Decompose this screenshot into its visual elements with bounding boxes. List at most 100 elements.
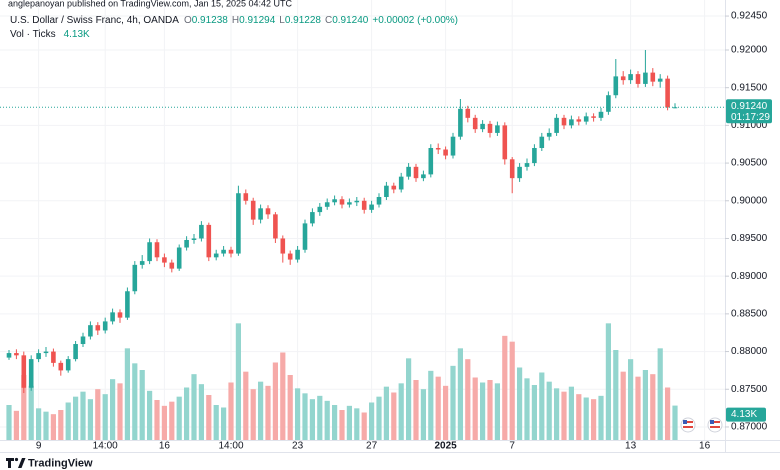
candle-body xyxy=(465,108,471,118)
change: +0.00002 (+0.00%) xyxy=(372,15,458,26)
candle-body xyxy=(280,238,286,254)
volume-bar xyxy=(665,387,671,440)
volume-bar xyxy=(369,402,375,440)
candle-body xyxy=(435,147,441,150)
volume-bar xyxy=(50,414,56,440)
volume-bar xyxy=(80,391,86,440)
brand-logo-dot xyxy=(14,457,19,462)
candle-body xyxy=(258,208,263,220)
flag-canton xyxy=(683,420,687,424)
volume-bar xyxy=(147,390,153,440)
volume-bar xyxy=(391,392,397,440)
volume-bar xyxy=(628,359,634,440)
event-icon[interactable] xyxy=(707,417,723,433)
flag-stripe xyxy=(710,421,720,423)
volume-bar xyxy=(73,396,79,440)
volume-bar xyxy=(517,367,523,440)
event-icon[interactable] xyxy=(680,417,696,433)
volume-bar xyxy=(420,389,426,440)
candle-body xyxy=(532,147,537,164)
candle-body xyxy=(487,123,493,133)
y-tick-label: 0.89000 xyxy=(731,271,768,282)
volume-bar xyxy=(280,352,286,440)
volume-bar xyxy=(620,371,626,440)
volume-bar xyxy=(324,400,330,440)
volume-bar xyxy=(576,394,582,440)
volume-bar xyxy=(398,383,404,440)
candle-body xyxy=(139,261,145,265)
candle-body xyxy=(509,159,515,179)
volume-legend-value: 4.13K xyxy=(64,29,90,40)
x-tick-label: 14:00 xyxy=(93,441,118,452)
volume-bar xyxy=(154,400,160,440)
x-tick-label: 23 xyxy=(292,441,304,452)
volume-bar xyxy=(43,411,49,440)
volume-bar xyxy=(435,376,441,440)
volume-bar xyxy=(21,375,27,440)
brand-logo xyxy=(6,458,14,468)
x-tick-label: 16 xyxy=(159,441,171,452)
volume-bar xyxy=(28,385,34,440)
candle-body xyxy=(524,163,530,167)
x-tick-label: 16 xyxy=(699,441,711,452)
candle-body xyxy=(184,239,189,248)
volume-bar xyxy=(650,374,656,440)
flag-canton xyxy=(710,420,714,424)
volume-bar xyxy=(487,380,493,440)
x-tick-label: 14:00 xyxy=(218,441,243,452)
volume-bar xyxy=(295,388,301,440)
candle-body xyxy=(221,249,226,254)
volume-value-label: 4.13K xyxy=(731,409,757,420)
candle-body xyxy=(635,74,641,84)
ohlc-label: H xyxy=(232,15,239,26)
volume-bar xyxy=(161,405,167,440)
volume-bar xyxy=(243,371,249,440)
volume-value-box xyxy=(726,407,766,422)
candle-body xyxy=(236,193,241,254)
volume-bar xyxy=(102,394,108,440)
candle-body xyxy=(310,212,315,224)
volume-bar xyxy=(561,391,567,440)
candle-body xyxy=(58,362,64,371)
candle-body xyxy=(132,264,138,292)
volume-bar xyxy=(302,393,308,440)
flag-stripe xyxy=(683,421,693,423)
volume-bar xyxy=(250,389,256,440)
ohlc-value: 0.91294 xyxy=(239,15,276,26)
volume-legend: Vol · Ticks 4.13K xyxy=(10,29,90,40)
volume-bar xyxy=(87,399,93,440)
candle-body xyxy=(287,253,293,260)
candle-body xyxy=(28,359,34,388)
volume-bar xyxy=(213,405,219,440)
volume-bar xyxy=(472,377,478,440)
candle-body xyxy=(472,117,478,130)
candle-body xyxy=(339,199,345,205)
candle-body xyxy=(273,214,278,239)
volume-bar xyxy=(235,323,241,440)
volume-bar xyxy=(413,380,419,440)
candle-body xyxy=(613,76,619,96)
candle-body xyxy=(406,166,411,177)
last-price-label: 0.91240 xyxy=(731,101,768,112)
candle-body xyxy=(458,108,463,137)
candle-body xyxy=(539,136,545,148)
volume-bar xyxy=(509,341,515,440)
volume-bar xyxy=(450,365,456,440)
volume-bar xyxy=(124,348,130,440)
volume-layer xyxy=(6,323,678,440)
volume-bar xyxy=(502,335,508,440)
candle-body xyxy=(228,249,234,254)
ohlc-label: C xyxy=(325,15,332,26)
candle-body xyxy=(495,125,500,133)
legend-line: U.S. Dollar / Swiss Franc, 4h, OANDA O0.9… xyxy=(10,15,458,26)
candle-body xyxy=(176,247,182,269)
candle-body xyxy=(428,147,434,175)
candle-body xyxy=(250,200,256,220)
y-tick-label: 0.87500 xyxy=(731,384,768,395)
candle-body xyxy=(606,95,611,112)
volume-bar xyxy=(657,348,663,440)
candle-body xyxy=(117,312,123,318)
volume-bar xyxy=(539,372,545,440)
